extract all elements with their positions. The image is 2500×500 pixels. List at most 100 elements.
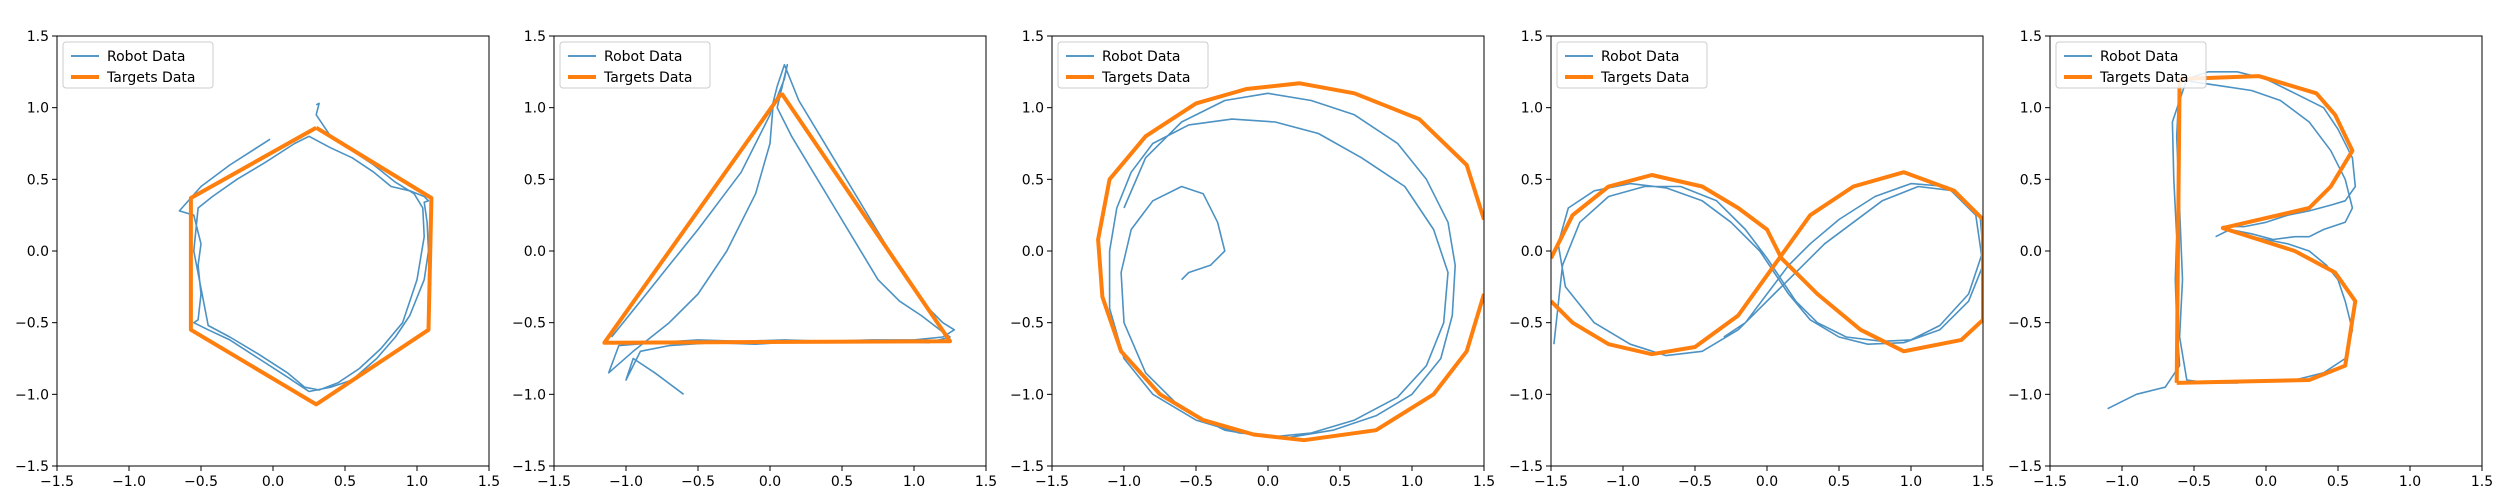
legend: Robot Data Targets Data bbox=[2055, 41, 2207, 89]
x-tick-label: −0.5 bbox=[1678, 474, 1712, 490]
robot-data-line bbox=[2107, 71, 2357, 410]
series-group bbox=[1551, 170, 1983, 357]
legend-label: Robot Data bbox=[2100, 49, 2178, 65]
targets-data-line bbox=[1096, 81, 1484, 443]
targets-data-line bbox=[1551, 170, 1983, 357]
legend-label: Targets Data bbox=[603, 70, 692, 86]
legend-label: Targets Data bbox=[1600, 70, 1689, 86]
legend: Robot Data Targets Data bbox=[1556, 41, 1708, 89]
legend-label: Robot Data bbox=[107, 49, 185, 65]
y-tick-label: 0.0 bbox=[524, 244, 546, 260]
x-tick-label: 0.0 bbox=[1756, 474, 1778, 490]
x-tick-label: 0.0 bbox=[262, 474, 284, 490]
x-tick-label: −1.0 bbox=[112, 474, 146, 490]
robot-data-line bbox=[1553, 182, 1983, 357]
y-tick-label: −1.5 bbox=[1010, 459, 1044, 475]
axes-frame bbox=[553, 35, 987, 467]
subplot-1: −1.5 −1.0 −0.5 0.0 0.5 1.0 1.5 −1.5 −1.0 −0.5 0.0 0… bbox=[15, 29, 500, 490]
series-group bbox=[602, 63, 956, 395]
x-tick-label: 1.5 bbox=[2471, 474, 2493, 490]
y-tick-label: −0.5 bbox=[15, 316, 49, 332]
y-tick-label: 1.5 bbox=[524, 29, 546, 45]
x-tick-label: −0.5 bbox=[184, 474, 218, 490]
legend-label: Robot Data bbox=[604, 49, 682, 65]
y-tick-label: 1.0 bbox=[27, 101, 49, 117]
y-tick-label: −0.5 bbox=[1509, 316, 1543, 332]
x-tick-label: 0.5 bbox=[831, 474, 853, 490]
x-tick-label: −1.5 bbox=[1035, 474, 1069, 490]
legend-box bbox=[1057, 41, 1209, 89]
y-tick-label: 0.0 bbox=[2020, 244, 2042, 260]
legend-box bbox=[62, 41, 214, 89]
y-tick-label: 1.5 bbox=[1521, 29, 1543, 45]
legend-box bbox=[559, 41, 711, 89]
y-tick-label: −1.0 bbox=[15, 387, 49, 403]
x-tick-label: −1.0 bbox=[2105, 474, 2139, 490]
y-tick-label: −0.5 bbox=[512, 316, 546, 332]
y-tick-label: 1.0 bbox=[2020, 101, 2042, 117]
x-tick-label: −1.0 bbox=[1107, 474, 1141, 490]
y-tick-label: 1.5 bbox=[1022, 29, 1044, 45]
y-tick-label: 0.0 bbox=[27, 244, 49, 260]
y-tick-label: 1.0 bbox=[524, 101, 546, 117]
y-tick-label: 1.0 bbox=[1022, 101, 1044, 117]
y-tick-label: −1.0 bbox=[512, 387, 546, 403]
x-tick-label: −1.0 bbox=[1606, 474, 1640, 490]
y-tick-label: −1.5 bbox=[1509, 459, 1543, 475]
legend-label: Robot Data bbox=[1102, 49, 1180, 65]
targets-data-line bbox=[602, 92, 952, 345]
x-tick-label: −0.5 bbox=[681, 474, 715, 490]
x-tick-label: −0.5 bbox=[2177, 474, 2211, 490]
y-tick-label: 0.5 bbox=[1022, 172, 1044, 188]
y-tick-label: −0.5 bbox=[2008, 316, 2042, 332]
y-tick-label: 0.0 bbox=[1521, 244, 1543, 260]
x-tick-label: 1.0 bbox=[903, 474, 925, 490]
x-tick-label: 1.5 bbox=[975, 474, 997, 490]
x-tick-label: 0.0 bbox=[1257, 474, 1279, 490]
x-tick-label: 1.0 bbox=[2399, 474, 2421, 490]
y-tick-label: 0.5 bbox=[2020, 172, 2042, 188]
x-tick-label: 1.5 bbox=[1473, 474, 1495, 490]
legend: Robot Data Targets Data bbox=[62, 41, 214, 89]
x-tick-label: 1.5 bbox=[478, 474, 500, 490]
subplot-2: −1.5 −1.0 −0.5 0.0 0.5 1.0 1.5 −1.5 −1.0 −0.5 0.0 0… bbox=[512, 29, 997, 490]
robot-data-line bbox=[1108, 92, 1456, 439]
x-tick-label: −1.5 bbox=[40, 474, 74, 490]
robot-data-line bbox=[178, 102, 430, 393]
legend-label: Targets Data bbox=[106, 70, 195, 86]
legend: Robot Data Targets Data bbox=[1057, 41, 1209, 89]
y-tick-label: 0.0 bbox=[1022, 244, 1044, 260]
x-tick-label: 1.0 bbox=[1900, 474, 1922, 490]
axes-frame bbox=[2049, 35, 2483, 467]
x-tick-label: 0.5 bbox=[1329, 474, 1351, 490]
legend-label: Targets Data bbox=[1101, 70, 1190, 86]
x-tick-label: 1.0 bbox=[406, 474, 428, 490]
robot-data-line bbox=[607, 63, 956, 395]
y-tick-label: −1.0 bbox=[2008, 387, 2042, 403]
x-tick-label: 0.0 bbox=[2255, 474, 2277, 490]
y-tick-label: −1.5 bbox=[512, 459, 546, 475]
x-tick-label: 0.0 bbox=[759, 474, 781, 490]
x-tick-label: 0.5 bbox=[1828, 474, 1850, 490]
x-tick-label: 1.0 bbox=[1401, 474, 1423, 490]
x-tick-label: 0.5 bbox=[2327, 474, 2349, 490]
y-tick-label: 1.5 bbox=[27, 29, 49, 45]
series-group bbox=[1096, 81, 1484, 443]
y-tick-label: −1.5 bbox=[15, 459, 49, 475]
x-tick-label: 1.5 bbox=[1972, 474, 1994, 490]
y-tick-label: 0.5 bbox=[524, 172, 546, 188]
y-tick-label: 1.5 bbox=[2020, 29, 2042, 45]
y-tick-label: −1.5 bbox=[2008, 459, 2042, 475]
legend-label: Robot Data bbox=[1601, 49, 1679, 65]
y-tick-label: −0.5 bbox=[1010, 316, 1044, 332]
x-tick-label: −1.5 bbox=[537, 474, 571, 490]
x-tick-label: −1.0 bbox=[609, 474, 643, 490]
legend-box bbox=[1556, 41, 1708, 89]
legend-box bbox=[2055, 41, 2207, 89]
axes-frame bbox=[1550, 35, 1984, 467]
x-tick-label: −1.5 bbox=[1534, 474, 1568, 490]
targets-data-line bbox=[188, 125, 434, 407]
legend-label: Targets Data bbox=[2099, 70, 2188, 86]
y-tick-label: 1.0 bbox=[1521, 101, 1543, 117]
